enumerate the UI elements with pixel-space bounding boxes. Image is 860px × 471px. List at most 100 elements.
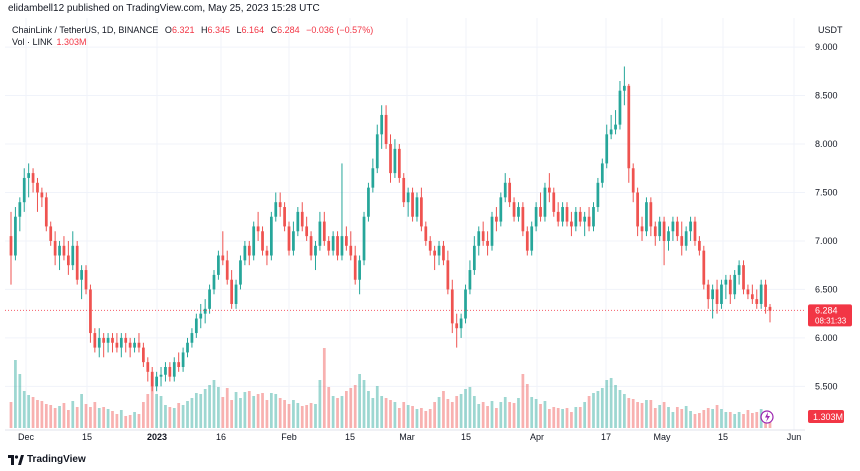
candle-body	[424, 226, 428, 241]
candle-body	[402, 177, 406, 203]
volume-bar	[190, 398, 194, 428]
candle-body	[265, 250, 269, 256]
volume-bar	[137, 414, 141, 428]
volume-bar	[472, 396, 476, 428]
candlestick-chart[interactable]: 9.000 8.500 8.000 7.500 7.000 6.500 6.000 5.500…	[0, 18, 860, 449]
volume-bar	[675, 407, 679, 428]
volume-bar	[9, 402, 13, 428]
volume-bar	[755, 412, 759, 428]
volume-bar	[177, 403, 181, 428]
volume-bar	[450, 402, 454, 428]
candle-body	[578, 211, 582, 222]
legend-close-value: 6.284	[277, 25, 300, 35]
candle-body	[181, 352, 185, 367]
volume-bar	[640, 403, 644, 428]
candle-body	[111, 337, 114, 343]
volume-bar	[194, 393, 198, 428]
candle-body	[693, 221, 697, 241]
volume-bar	[631, 399, 635, 428]
volume-bar	[446, 399, 450, 428]
candle-body	[746, 289, 750, 295]
volume-bar	[733, 414, 737, 428]
volume-bar	[547, 409, 551, 428]
volume-bar	[389, 400, 392, 428]
candle-body	[190, 333, 194, 343]
time-axis-tick: 15	[82, 432, 92, 442]
candle-body	[371, 168, 375, 188]
volume-bar	[172, 408, 176, 428]
volume-bar	[252, 396, 256, 428]
candle-body	[256, 226, 260, 232]
candle-body	[530, 226, 534, 251]
candle-body	[292, 231, 295, 251]
time-axis-tick: Dec	[18, 432, 35, 442]
candle-body	[124, 337, 128, 343]
volume-bar	[728, 412, 732, 428]
volume-bar	[269, 393, 273, 428]
candle-body	[437, 245, 441, 256]
candle-body	[481, 231, 485, 241]
volume-bar	[287, 404, 291, 428]
candle-body	[384, 114, 388, 145]
candle-body	[71, 245, 75, 266]
volume-bar	[336, 398, 339, 428]
volume-bar	[106, 409, 110, 428]
volume-bar	[155, 394, 158, 428]
candle-body	[742, 265, 745, 290]
volume-bar	[543, 401, 547, 428]
volume-bar	[36, 400, 39, 428]
candle-body	[614, 124, 617, 130]
volume-bar	[18, 374, 22, 428]
footer: TradingView	[0, 449, 860, 471]
candle-body	[58, 245, 61, 256]
volume-bar	[720, 409, 723, 428]
volume-bar	[464, 389, 467, 428]
volume-bar	[14, 360, 17, 428]
volume-bar	[225, 388, 229, 428]
volume-bar	[234, 392, 238, 428]
candle-body	[44, 197, 48, 227]
candle-countdown: 08:31:33	[815, 316, 847, 325]
candle-body	[27, 173, 31, 178]
candle-body	[667, 231, 670, 241]
candle-body	[574, 211, 578, 227]
legend-low-label: L	[236, 25, 242, 35]
volume-bar	[565, 408, 569, 428]
publication-header: elidambell12 published on TradingView.co…	[0, 0, 860, 18]
volume-bar	[587, 396, 591, 428]
volume-bar	[159, 396, 163, 428]
candle-body	[380, 114, 384, 135]
volume-bar	[618, 390, 622, 428]
tradingview-logo[interactable]: TradingView	[8, 454, 86, 465]
volume-bar	[671, 412, 675, 428]
volume-bar	[318, 380, 322, 428]
candle-body	[653, 226, 657, 237]
volume-bar	[119, 410, 123, 428]
candle-body	[499, 197, 503, 222]
volume-bar	[433, 402, 436, 428]
volume-bar	[49, 405, 53, 428]
candle-body	[353, 255, 357, 280]
volume-bar	[539, 404, 542, 428]
volume-bar	[186, 401, 189, 428]
volume-bar	[662, 402, 666, 428]
volume-bar	[552, 407, 556, 428]
volume-bar	[358, 374, 361, 428]
volume-bar	[402, 402, 406, 428]
volume-bar	[406, 405, 410, 428]
candle-body	[318, 221, 322, 246]
candle-body	[420, 197, 423, 227]
volume-bar	[278, 398, 282, 428]
volume-bar	[455, 396, 459, 428]
candle-body	[490, 216, 494, 246]
volume-bar	[614, 385, 617, 428]
volume-bar	[724, 412, 728, 428]
volume-bar	[411, 406, 414, 428]
candle-body	[720, 284, 723, 304]
volume-bar	[742, 414, 745, 428]
candle-body	[269, 216, 273, 256]
last-price-label: 6.284	[815, 305, 838, 315]
volume-bar	[261, 393, 264, 428]
volume-bar	[309, 403, 313, 428]
candle-body	[203, 308, 207, 314]
